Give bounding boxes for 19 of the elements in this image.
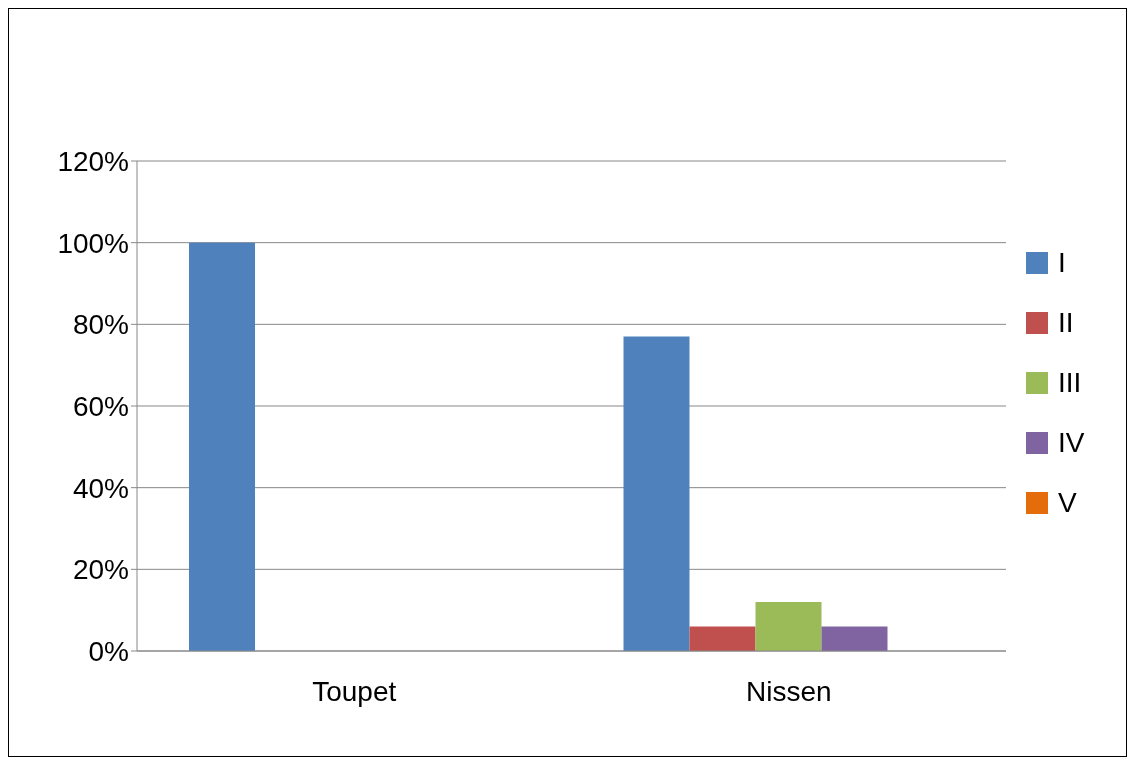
bar xyxy=(821,626,888,651)
bar xyxy=(189,242,255,651)
legend-label: II xyxy=(1058,306,1074,339)
bar xyxy=(623,336,690,651)
x-tick-label: Toupet xyxy=(312,675,397,707)
y-tick-label: 100% xyxy=(57,227,129,259)
legend-label: III xyxy=(1058,366,1082,399)
y-tick-label: 0% xyxy=(88,635,129,667)
legend-label: I xyxy=(1058,246,1066,279)
y-tick-label: 120% xyxy=(57,145,129,177)
bar xyxy=(689,626,756,651)
y-tick-label: 40% xyxy=(72,472,129,504)
y-tick-label: 20% xyxy=(72,554,129,586)
bar xyxy=(755,602,822,651)
x-tick-label: Nissen xyxy=(745,675,832,707)
y-tick-label: 80% xyxy=(72,309,129,341)
y-tick-label: 60% xyxy=(72,390,129,422)
legend-label: V xyxy=(1058,486,1077,519)
legend-label: IV xyxy=(1058,426,1085,459)
